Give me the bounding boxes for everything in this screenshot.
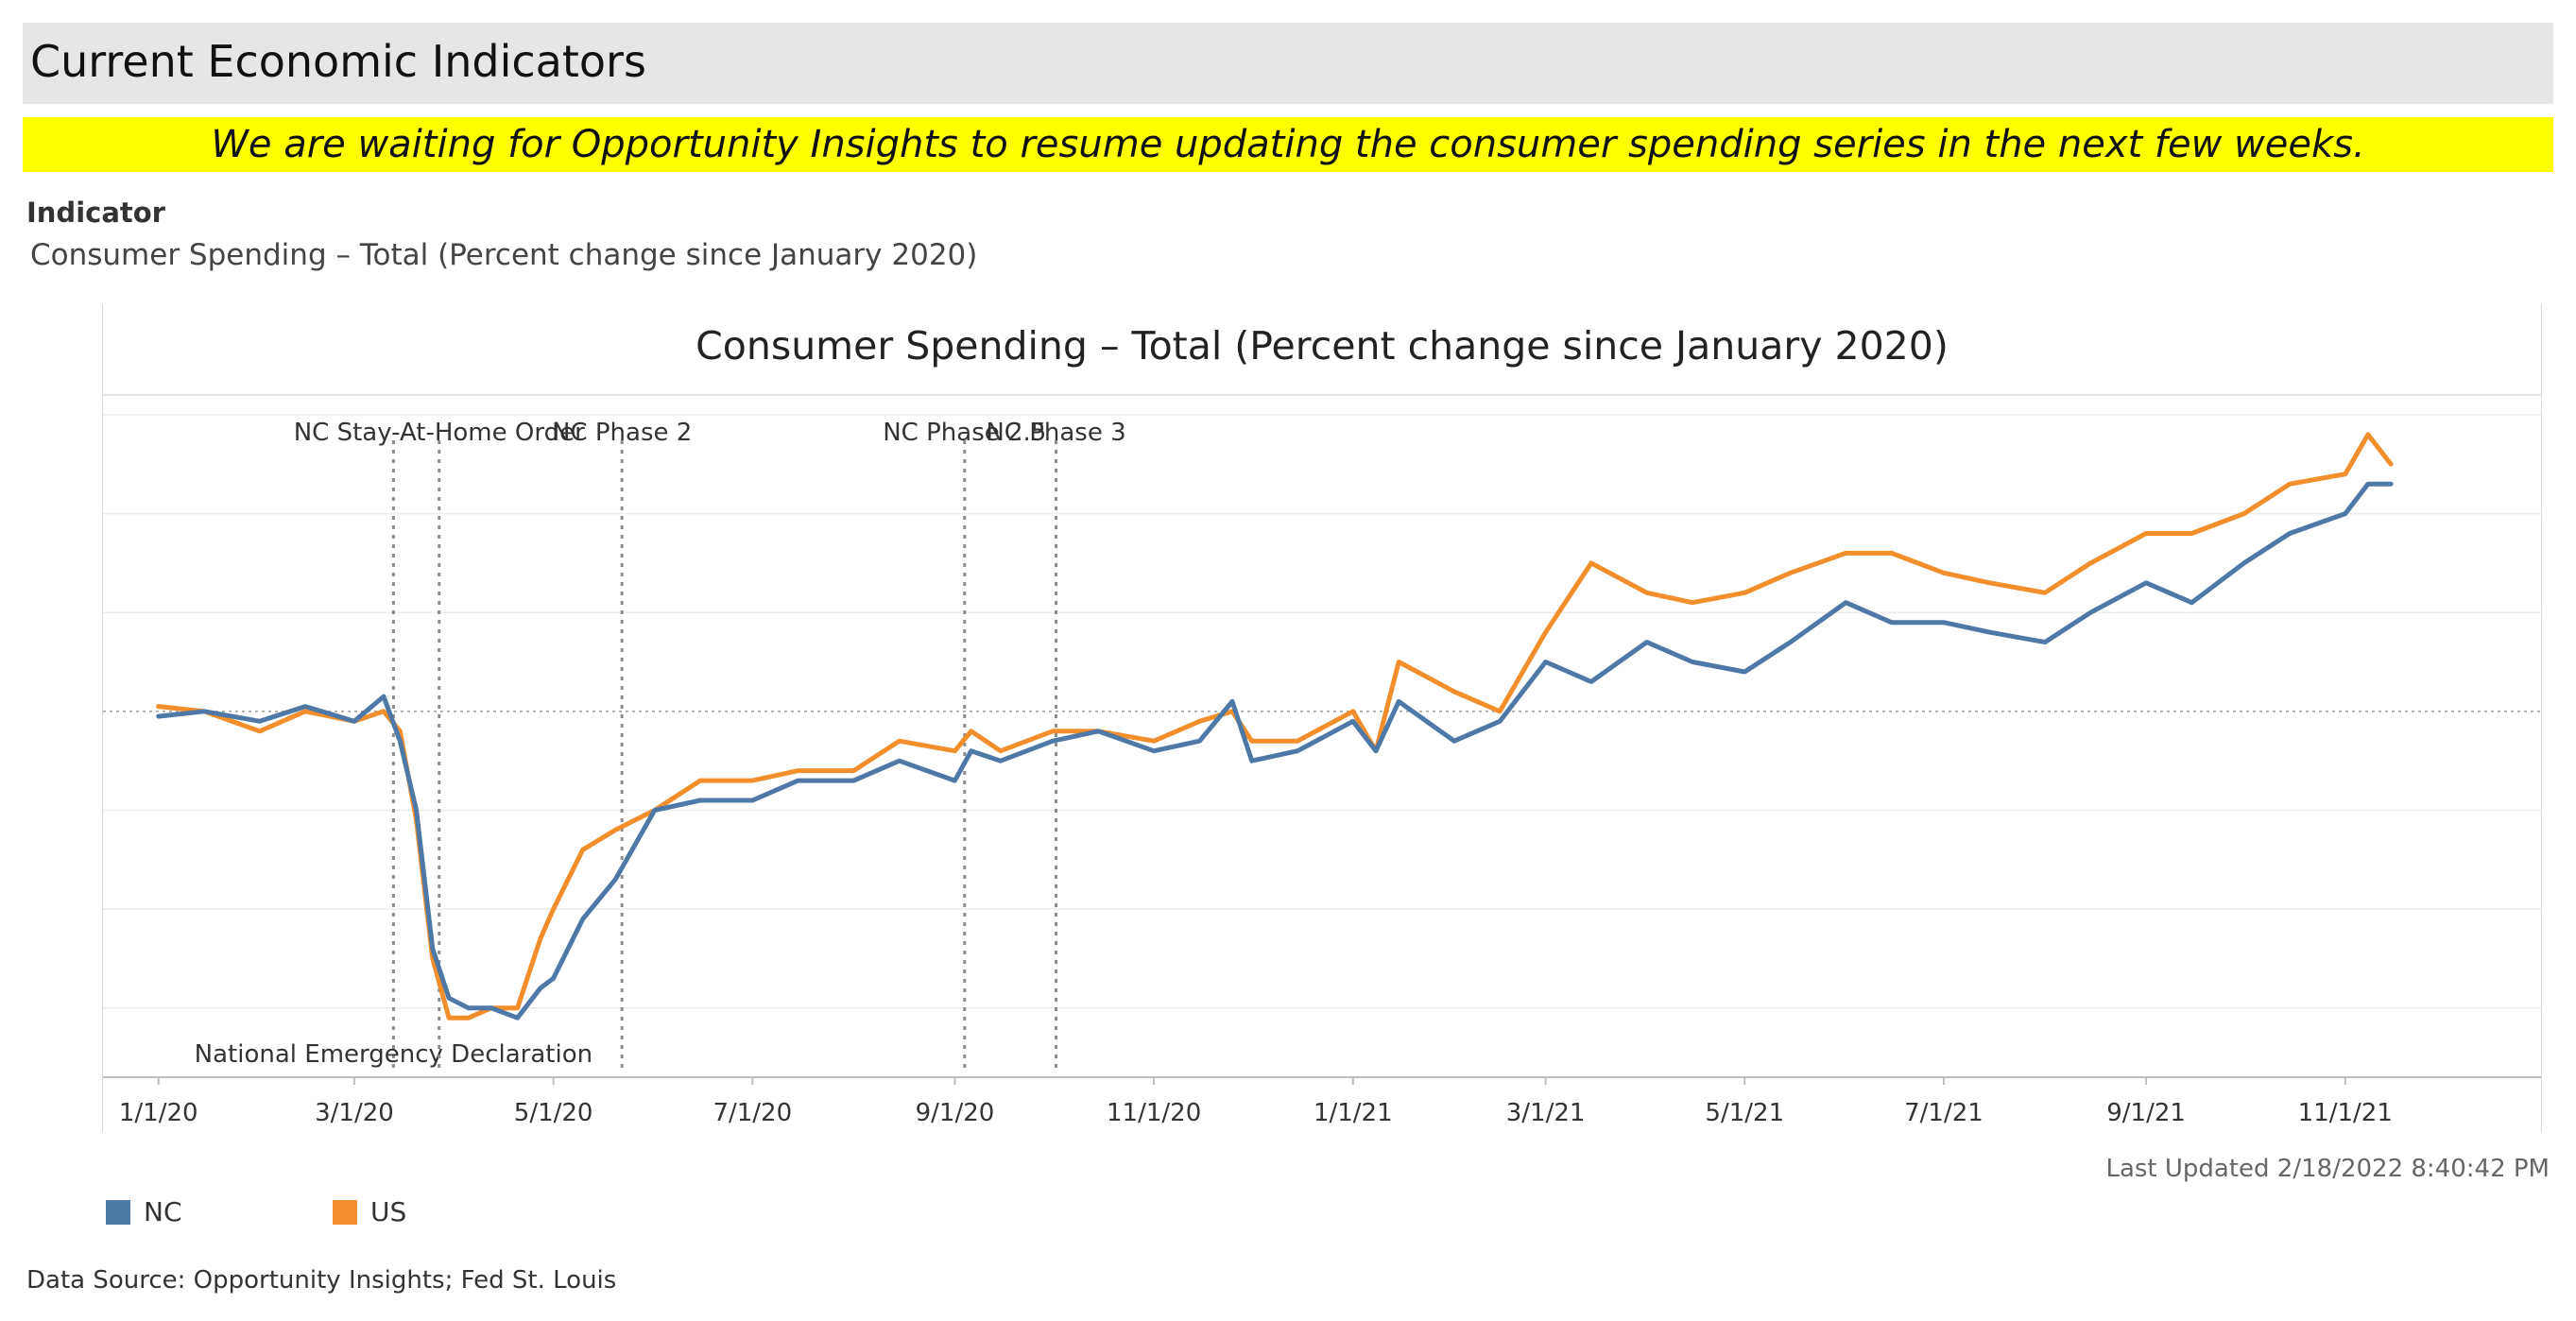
chart-title: Consumer Spending – Total (Percent chang… bbox=[696, 323, 1949, 369]
legend-label-us: US bbox=[370, 1196, 407, 1227]
x-tick-label: 11/1/20 bbox=[1107, 1099, 1201, 1127]
event-label: NC Stay-At-Home Order bbox=[294, 419, 585, 447]
legend-swatch-us bbox=[333, 1199, 357, 1225]
x-tick-label: 7/1/20 bbox=[713, 1099, 792, 1127]
series-line-nc bbox=[156, 481, 2394, 1021]
last-updated: Last Updated 2/18/2022 8:40:42 PM bbox=[2105, 1155, 2550, 1183]
page-title: Current Economic Indicators bbox=[30, 36, 646, 87]
indicator-selector[interactable]: Consumer Spending – Total (Percent chang… bbox=[30, 238, 978, 272]
event-label: National Emergency Declaration bbox=[195, 1040, 592, 1069]
legend-item-us[interactable]: US bbox=[333, 1196, 406, 1227]
line-chart[interactable]: 30%20%10%0%-10%-20%-30%1/1/203/1/205/1/2… bbox=[103, 304, 2541, 1132]
series-line-us bbox=[156, 432, 2394, 1021]
x-tick-label: 9/1/20 bbox=[916, 1099, 995, 1127]
x-tick-label: 5/1/21 bbox=[1705, 1099, 1784, 1127]
legend-label-nc: NC bbox=[144, 1196, 182, 1227]
x-tick-label: 1/1/20 bbox=[119, 1099, 198, 1127]
notice-text: We are waiting for Opportunity Insights … bbox=[211, 123, 2365, 166]
legend-item-nc[interactable]: NC bbox=[106, 1196, 182, 1227]
x-tick-label: 11/1/21 bbox=[2298, 1099, 2393, 1127]
header-bar: Current Economic Indicators bbox=[23, 23, 2553, 104]
x-tick-label: 9/1/21 bbox=[2106, 1099, 2186, 1127]
notice-banner: We are waiting for Opportunity Insights … bbox=[23, 117, 2553, 172]
chart-container: Consumer Spending – Total (Percent chang… bbox=[102, 304, 2542, 1132]
event-label: NC Phase 2 bbox=[552, 419, 692, 447]
x-tick-label: 7/1/21 bbox=[1904, 1099, 1984, 1127]
x-tick-label: 3/1/20 bbox=[315, 1099, 394, 1127]
event-label: NC Phase 3 bbox=[986, 419, 1125, 447]
x-tick-label: 1/1/21 bbox=[1314, 1099, 1393, 1127]
x-tick-label: 5/1/20 bbox=[514, 1099, 593, 1127]
x-tick-label: 3/1/21 bbox=[1506, 1099, 1586, 1127]
data-source: Data Source: Opportunity Insights; Fed S… bbox=[26, 1266, 617, 1295]
legend-swatch-nc bbox=[106, 1199, 130, 1225]
indicator-label: Indicator bbox=[26, 197, 165, 229]
event-label: NC Phase 2.5 bbox=[883, 419, 1046, 447]
